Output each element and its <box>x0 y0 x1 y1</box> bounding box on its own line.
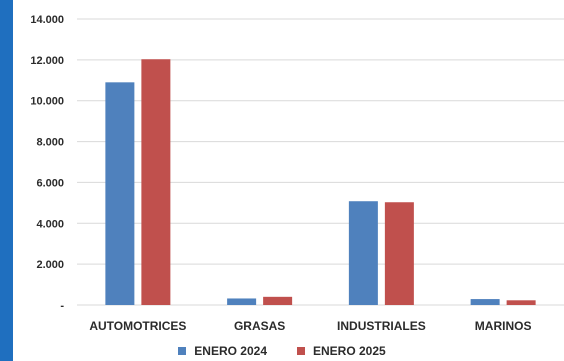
y-tick-label: 10.000 <box>30 96 64 108</box>
x-category-label: AUTOMOTRICES <box>89 319 186 333</box>
bar <box>506 300 536 305</box>
left-accent-bar <box>0 0 13 361</box>
y-tick-label: 6.000 <box>36 177 64 189</box>
legend-item-enero-2024: ENERO 2024 <box>178 344 267 358</box>
legend-item-enero-2025: ENERO 2025 <box>297 344 386 358</box>
legend: ENERO 2024 ENERO 2025 <box>0 344 564 358</box>
bar <box>348 201 378 305</box>
y-tick-label: 8.000 <box>36 137 64 149</box>
x-category-label: GRASAS <box>234 319 285 333</box>
x-category-label: MARINOS <box>475 319 532 333</box>
bar <box>227 298 257 305</box>
legend-swatch-enero-2025 <box>297 347 305 355</box>
y-tick-label: 2.000 <box>36 259 64 271</box>
y-tick-label: 14.000 <box>30 14 64 26</box>
legend-swatch-enero-2024 <box>178 347 187 355</box>
y-tick-label: 4.000 <box>36 218 64 230</box>
legend-label-enero-2025: ENERO 2025 <box>313 344 386 358</box>
bar <box>105 82 135 305</box>
y-tick-label: - <box>60 300 64 312</box>
x-category-label: INDUSTRIALES <box>337 319 426 333</box>
bar <box>141 59 171 305</box>
bar <box>470 299 500 305</box>
bar <box>384 202 414 305</box>
y-tick-label: 12.000 <box>30 55 64 67</box>
bar <box>263 296 293 305</box>
legend-label-enero-2024: ENERO 2024 <box>194 344 267 358</box>
